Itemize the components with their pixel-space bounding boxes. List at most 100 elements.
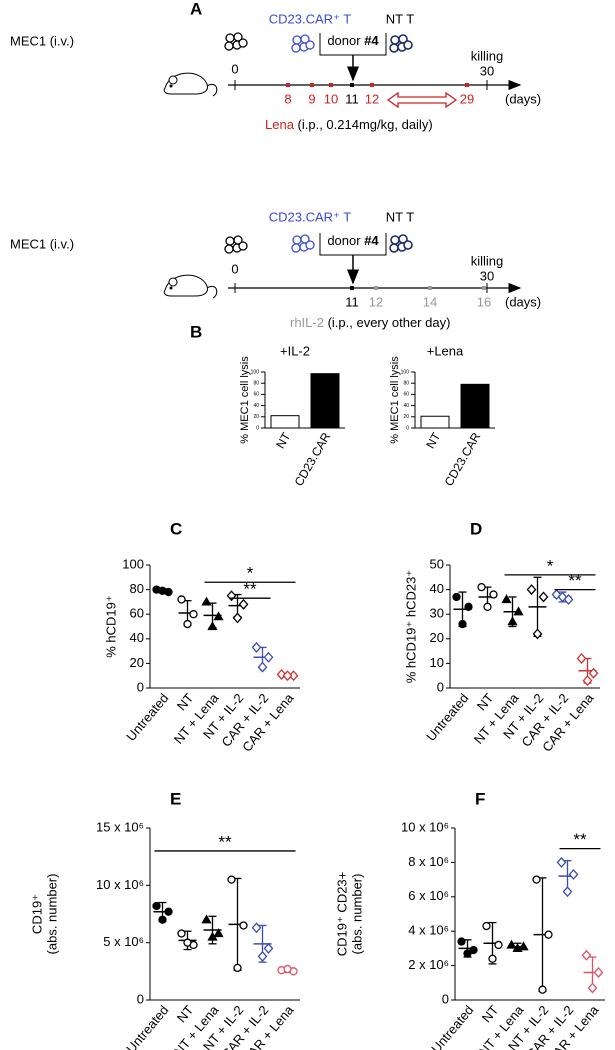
point [513, 606, 524, 616]
point [276, 668, 287, 680]
day-tick [350, 286, 354, 290]
point [506, 939, 517, 949]
y-tick-label: 0 [256, 425, 259, 431]
point [452, 592, 461, 602]
point [177, 595, 186, 604]
point [233, 963, 242, 973]
nt-label: NT T [386, 11, 414, 26]
point [518, 941, 529, 951]
y-axis-label: CD19⁺ CD23+ [334, 872, 349, 957]
day-label: 9 [308, 91, 315, 106]
day-tick [428, 286, 432, 290]
y-tick-label: 10 x 10⁶ [96, 877, 144, 892]
point [457, 937, 466, 946]
point [177, 929, 186, 938]
point [227, 875, 236, 884]
day-tick [310, 83, 314, 87]
day-label: 11 [345, 294, 359, 309]
y-tick-label: 6 x 10⁶ [408, 888, 449, 903]
day-tick [329, 83, 333, 87]
y-tick-label: 30 [430, 606, 444, 621]
drug-label: Lena (i.p., 0.214mg/kg, daily) [265, 117, 433, 132]
y-tick-label: 100 [401, 369, 410, 375]
panel-label: B [190, 322, 202, 341]
timeline-2: MEC1 (i.v.) CD23.CAR⁺ T NT T donor #4 ki… [10, 209, 541, 330]
point [158, 586, 167, 595]
y-tick-label: 60 [130, 606, 144, 621]
day-label: 8 [284, 91, 291, 106]
y-tick-label: 20 [253, 414, 259, 420]
x-tick-label: CD23.CAR [442, 430, 484, 489]
cell-icon [224, 32, 248, 51]
point [189, 610, 198, 619]
unit-label: (days) [505, 91, 541, 106]
significance-label: ** [573, 830, 587, 849]
point [257, 661, 268, 673]
y-tick-label: 40 [403, 403, 409, 409]
day-tick [370, 83, 374, 87]
y-tick-label: 80 [130, 581, 144, 596]
y-tick-label: 10 x 10⁶ [401, 819, 449, 834]
cell-icon [389, 34, 413, 53]
y-tick-label: 40 [253, 403, 259, 409]
nt-label: NT T [386, 209, 414, 224]
point [283, 964, 292, 974]
point [257, 950, 268, 962]
point [501, 594, 512, 604]
y-axis-label: % MEC1 cell lysis [389, 356, 401, 444]
point [582, 675, 593, 687]
significance-label: * [247, 564, 254, 583]
y-tick-label: 20 [430, 630, 444, 645]
point [201, 914, 212, 924]
y-tick-label: 20 [403, 414, 409, 420]
point [164, 907, 173, 916]
y-axis-label: (abs. number) [349, 874, 364, 955]
y-axis-label: % hCD19⁺ [103, 595, 118, 658]
bar [460, 383, 490, 429]
point [464, 602, 473, 611]
point [538, 591, 549, 603]
point [251, 641, 262, 653]
y-tick-label: 10 [430, 655, 444, 670]
day-label: 30 [480, 268, 494, 283]
point [488, 954, 497, 963]
significance-label: ** [568, 571, 582, 590]
x-tick-label: NT [423, 430, 443, 451]
x-tick-label: CD23.CAR [292, 430, 334, 489]
point [183, 938, 192, 947]
killing-label: killing [471, 253, 504, 268]
point [482, 921, 491, 931]
donor-label: donor #4 [327, 233, 379, 248]
panel-label: F [475, 789, 485, 808]
panel-label: A [190, 0, 202, 18]
point [207, 621, 218, 631]
panel-label: C [170, 519, 182, 538]
y-tick-label: 4 x 10⁶ [408, 923, 449, 938]
y-axis-label: (abs. number) [44, 874, 59, 955]
day-label: 10 [324, 91, 338, 106]
point [568, 868, 579, 880]
day-tick [286, 83, 290, 87]
day-label: 0 [231, 61, 238, 76]
point [238, 598, 249, 610]
point [251, 922, 262, 934]
day-label: 12 [365, 91, 379, 106]
point [201, 596, 212, 606]
point [526, 584, 537, 596]
point [556, 856, 567, 868]
timeline-1: MEC1 (i.v.) CD23.CAR⁺ T NT T donor #4 ki… [10, 11, 541, 132]
day-tick [465, 83, 469, 87]
y-tick-label: 0 [137, 991, 144, 1006]
y-tick-label: 0 [442, 991, 449, 1006]
bar [420, 415, 450, 429]
y-tick-label: 20 [130, 655, 144, 670]
day-label: 0 [231, 261, 238, 276]
point [538, 985, 547, 994]
car-label: CD23.CAR⁺ T [269, 11, 352, 26]
y-tick-label: 5 x 10⁶ [103, 934, 144, 949]
point [544, 930, 553, 939]
day-label: 30 [480, 63, 494, 78]
y-tick-label: 0 [137, 679, 144, 694]
point [213, 928, 224, 938]
